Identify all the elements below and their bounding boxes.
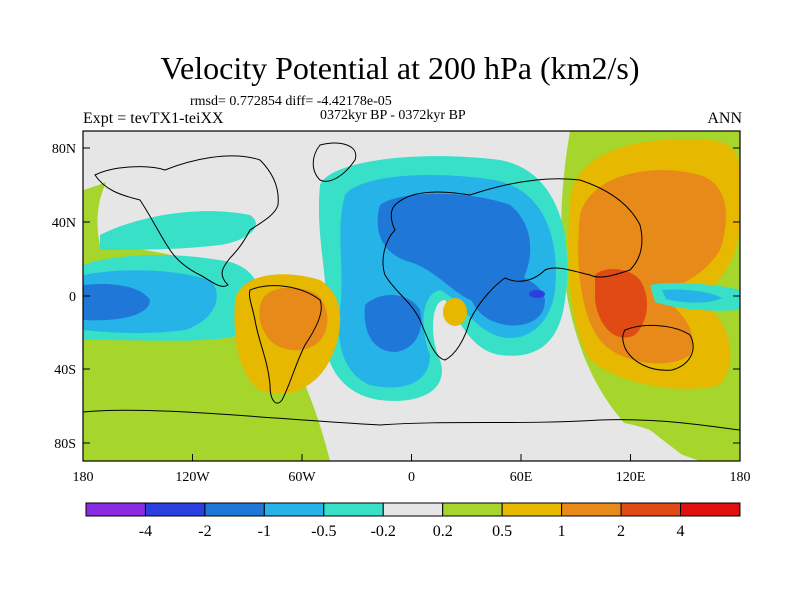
coast-greenland	[312, 142, 357, 182]
lon-label-60e: 60E	[510, 470, 533, 485]
lat-ticks	[83, 147, 740, 444]
colorbar-label-6: 0.5	[492, 523, 512, 540]
colorbar-box-0	[85, 502, 146, 517]
colorbar-box-3	[263, 502, 325, 517]
colorbar-label-2: -1	[258, 523, 271, 540]
field-band-orange-south-america	[259, 287, 328, 351]
lat-label-0: 0	[69, 290, 76, 305]
lon-label-120w: 120W	[175, 470, 210, 485]
field-band-yellow-southern-africa	[443, 298, 467, 326]
stats-line: rmsd= 0.772854 diff= -4.42178e-05	[190, 94, 392, 109]
colorbar-label-4: -0.2	[371, 523, 396, 540]
colorbar-box-2	[204, 502, 265, 517]
colorbar-box-10	[680, 502, 741, 517]
colorbar-box-8	[561, 502, 622, 517]
colorbar-labels: -4 -2 -1 -0.5 -0.2 0.2 0.5 1 2 4	[139, 523, 685, 540]
field-band-blue-arabia	[468, 271, 545, 326]
lon-label-0: 0	[408, 470, 415, 485]
colorbar-box-6	[442, 502, 503, 517]
colorbar-label-1: -2	[198, 523, 211, 540]
field-band-red-maritime-continent	[595, 268, 647, 338]
lat-label-80n: 80N	[52, 142, 76, 157]
field-band-blue-east-pacific	[83, 283, 150, 321]
lon-label-120e: 120E	[616, 470, 646, 485]
lat-label-80s: 80S	[54, 437, 76, 452]
colorbar-label-3: -0.5	[311, 523, 336, 540]
lon-label-60w: 60W	[288, 470, 316, 485]
coast-north-america	[94, 155, 279, 287]
colorbar-box-9	[620, 502, 681, 517]
field-band-darkblue-indian-ocean	[529, 290, 545, 298]
colorbar-box-4	[323, 502, 384, 517]
colorbar-label-9: 4	[677, 523, 685, 540]
map-field	[83, 131, 740, 461]
lat-label-40n: 40N	[52, 216, 76, 231]
coast-australia	[622, 325, 694, 371]
coast-antarctica	[83, 409, 740, 431]
period-line: 0372kyr BP - 0372kyr BP	[320, 108, 466, 123]
field-neutral-region-north-pacific	[83, 131, 170, 190]
colorbar-label-7: 1	[558, 523, 566, 540]
lat-tick-labels: 80N 40N 0 40S 80S	[52, 142, 76, 452]
colorbar-box-7	[501, 502, 563, 517]
field-band-blue-atlantic	[364, 294, 422, 352]
colorbar-label-5: 0.2	[433, 523, 453, 540]
field-neutral-region-antarctic	[360, 411, 690, 461]
lon-label-180w: 180	[73, 470, 94, 485]
map-title: Velocity Potential at 200 hPa (km2/s)	[160, 50, 640, 86]
colorbar-label-8: 2	[617, 523, 625, 540]
lon-tick-labels: 180 120W 60W 0 60E 120E 180	[73, 470, 751, 485]
colorbar-label-0: -4	[139, 523, 152, 540]
field-band-lightblue-central-pacific	[662, 289, 722, 303]
coast-south-america	[249, 285, 322, 404]
field-band-cyan-north-america	[100, 211, 256, 250]
colorbar-box-1	[144, 502, 206, 517]
colorbar	[85, 502, 741, 517]
lat-label-40s: 40S	[54, 363, 76, 378]
coast-africa-eurasia	[382, 178, 643, 361]
season-label: ANN	[707, 110, 742, 127]
lon-label-180e: 180	[730, 470, 751, 485]
lon-ticks	[82, 454, 741, 461]
experiment-label: Expt = tevTX1-teiXX	[83, 110, 224, 127]
coastlines	[83, 142, 740, 431]
colorbar-box-5	[382, 502, 444, 517]
